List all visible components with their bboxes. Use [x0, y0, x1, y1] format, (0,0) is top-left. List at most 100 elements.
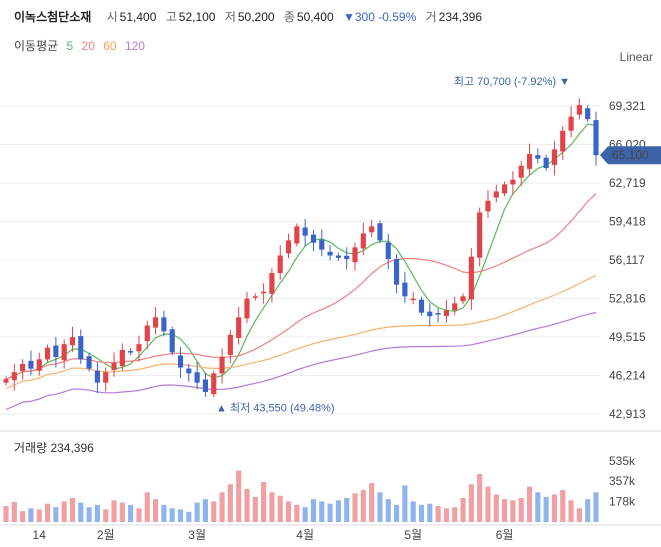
candle-body: [551, 149, 558, 165]
high-label: 고: [165, 10, 177, 24]
volume-bar: [319, 501, 325, 522]
candle-body: [518, 165, 524, 178]
volume-bar: [543, 496, 549, 522]
candle-body: [385, 242, 391, 260]
current-price-label: 65,100: [612, 148, 649, 162]
volume-bar: [277, 495, 283, 522]
close-label: 종: [283, 10, 295, 24]
volume-bar: [335, 500, 341, 522]
change-value: ▼300 -0.59%: [343, 10, 417, 24]
volume-tick-label: 535k: [609, 454, 636, 468]
volume-bar: [11, 502, 17, 522]
x-tick-label: 6월: [496, 528, 514, 542]
volume-bar: [460, 498, 466, 522]
candle-body: [410, 298, 416, 301]
candle-body: [61, 344, 67, 361]
volume-bar: [269, 492, 275, 522]
volume-bar: [485, 486, 491, 522]
volume-bar: [327, 503, 333, 522]
candle-body: [369, 226, 375, 233]
volume-bar: [177, 509, 184, 522]
candle-body: [11, 372, 17, 381]
price-tick-label: 46,214: [609, 369, 646, 383]
candle-body: [485, 200, 491, 212]
volume-bar: [560, 490, 566, 522]
x-tick-label: 4월: [296, 528, 314, 542]
ma20-legend[interactable]: 20: [81, 39, 95, 53]
volume-bar: [443, 508, 449, 522]
volume-bar: [103, 509, 109, 522]
volume-bar: [477, 474, 483, 522]
ma-legend-title: 이동평균: [14, 39, 59, 53]
candle-body: [169, 329, 175, 353]
candle-body: [477, 212, 483, 258]
volume-bar: [3, 506, 9, 522]
candle-body: [44, 347, 51, 360]
ma60-legend[interactable]: 60: [103, 39, 117, 53]
ma60-line: [5, 275, 597, 390]
volume-tick-label: 178k: [609, 495, 636, 509]
volume-bar: [502, 499, 508, 522]
moving-average-legend: 이동평균 5 20 60 120: [14, 37, 150, 54]
volume-bar: [78, 502, 84, 522]
volume-bar: [418, 504, 425, 522]
volume-bar: [244, 488, 250, 522]
volume-bar: [236, 470, 242, 522]
ma20-line: [5, 193, 597, 380]
min-price-label: ▲ 최저 43,550 (49.48%): [216, 402, 335, 415]
candle-body: [335, 255, 341, 258]
candle-body: [211, 373, 217, 395]
candle-body: [452, 303, 458, 311]
scale-mode-button[interactable]: Linear: [619, 50, 653, 64]
x-tick-label: 3월: [188, 528, 206, 542]
volume-bar: [86, 507, 92, 522]
candle-body: [269, 273, 275, 294]
volume-bar: [360, 490, 366, 522]
candle-body: [543, 157, 549, 169]
volume-bar: [211, 501, 217, 522]
candle-body: [3, 379, 9, 383]
volume-bar: [20, 511, 26, 522]
candle-body: [177, 355, 184, 368]
volume-bar: [153, 499, 159, 522]
candle-body: [153, 317, 159, 328]
candle-body: [94, 370, 100, 383]
candle-body: [128, 351, 134, 353]
volume-value: 234,396: [438, 10, 483, 24]
volume-bar: [410, 501, 416, 522]
volume-bar: [510, 500, 516, 522]
candle-body: [119, 350, 125, 366]
candle-body: [111, 362, 117, 371]
current-price-tag: [600, 146, 661, 165]
volume-bar: [202, 499, 209, 522]
candle-body: [319, 239, 325, 250]
volume-bar: [28, 508, 34, 522]
volume-bar: [194, 502, 200, 522]
price-tick-label: 62,719: [609, 176, 646, 190]
candle-body: [435, 313, 441, 315]
volume-tick-label: 357k: [609, 474, 636, 488]
candle-body: [227, 334, 233, 355]
open-label: 시: [106, 10, 118, 24]
ma120-legend[interactable]: 120: [124, 39, 145, 53]
candle-body: [103, 372, 109, 383]
candle-body: [252, 296, 258, 298]
candle-body: [535, 155, 541, 159]
candle-body: [219, 357, 225, 374]
candle-body: [344, 255, 350, 260]
ma120-line: [5, 311, 597, 411]
close-value: 50,400: [296, 10, 334, 24]
price-tick-label: 42,913: [609, 407, 646, 421]
ma5-legend[interactable]: 5: [66, 39, 74, 53]
candle-body: [20, 364, 26, 372]
candle-body: [418, 299, 425, 313]
volume-bar: [136, 508, 142, 522]
volume-bar: [186, 511, 192, 522]
candle-body: [393, 259, 400, 285]
volume-bar: [219, 492, 225, 522]
volume-bar: [94, 504, 100, 522]
candle-body: [427, 311, 433, 317]
candle-body: [285, 240, 292, 254]
candle-body: [136, 344, 142, 352]
